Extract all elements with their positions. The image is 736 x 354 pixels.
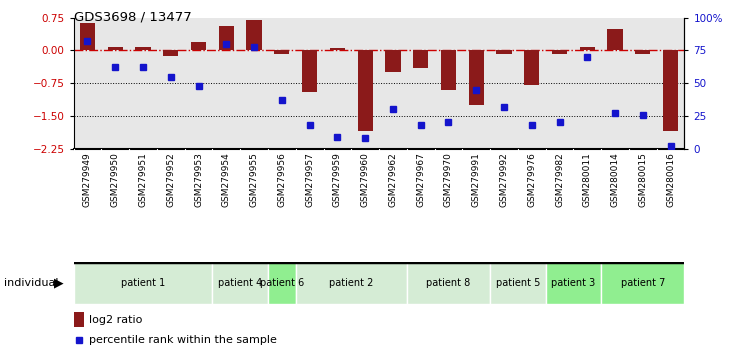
Bar [358,50,373,131]
Text: GSM279951: GSM279951 [138,152,147,207]
Text: patient 8: patient 8 [426,278,470,288]
Text: GSM279976: GSM279976 [527,152,537,207]
Bar [79,23,95,50]
Bar [74,262,213,304]
Text: GSM279970: GSM279970 [444,152,453,207]
Text: GSM279956: GSM279956 [277,152,286,207]
Text: GSM279967: GSM279967 [416,152,425,207]
Bar [434,18,462,149]
Bar [573,18,601,149]
Bar [129,18,157,149]
Bar [302,50,317,92]
Text: GDS3698 / 13477: GDS3698 / 13477 [74,11,191,24]
Text: ▶: ▶ [54,277,63,290]
Text: GSM280011: GSM280011 [583,152,592,207]
Bar [275,50,289,54]
Text: patient 7: patient 7 [620,278,665,288]
Text: GSM280016: GSM280016 [666,152,675,207]
Bar [580,47,595,50]
Bar [213,262,268,304]
Text: GSM279950: GSM279950 [110,152,120,207]
Bar [524,50,539,85]
Text: GSM279957: GSM279957 [305,152,314,207]
Bar [330,48,345,50]
Text: GSM279949: GSM279949 [83,152,92,207]
Text: GSM279982: GSM279982 [555,152,564,207]
Bar [545,18,573,149]
Text: individual: individual [4,278,58,288]
Bar [240,18,268,149]
Bar [663,50,679,131]
Text: GSM280015: GSM280015 [638,152,648,207]
Bar [441,50,456,90]
Bar [490,18,518,149]
Bar [469,50,484,105]
Bar [107,47,123,50]
Bar [518,18,545,149]
Text: patient 3: patient 3 [551,278,595,288]
Bar [163,50,178,56]
Text: log2 ratio: log2 ratio [89,315,142,325]
Bar [601,18,629,149]
Bar [407,262,490,304]
Bar [462,18,490,149]
Bar [629,18,657,149]
Text: GSM280014: GSM280014 [611,152,620,207]
Bar [74,18,102,149]
Bar [219,27,234,50]
Bar [496,50,512,54]
Bar [324,18,351,149]
Bar [268,262,296,304]
Bar [296,262,407,304]
Bar [490,262,545,304]
Text: GSM279991: GSM279991 [472,152,481,207]
Text: patient 6: patient 6 [260,278,304,288]
Bar [135,46,151,50]
Bar [379,18,407,149]
Bar [385,50,400,72]
Bar [157,18,185,149]
Text: GSM279962: GSM279962 [389,152,397,207]
Text: GSM279955: GSM279955 [250,152,258,207]
Bar [407,18,434,149]
Bar [635,50,651,54]
Text: patient 2: patient 2 [329,278,373,288]
Bar [102,18,129,149]
Bar [657,18,684,149]
Text: patient 5: patient 5 [495,278,540,288]
Bar [268,18,296,149]
Bar [74,312,85,327]
Bar [296,18,324,149]
Text: GSM279954: GSM279954 [222,152,231,207]
Bar [213,18,240,149]
Bar [607,29,623,50]
Text: GSM279952: GSM279952 [166,152,175,207]
Bar [552,50,567,54]
Text: GSM279959: GSM279959 [333,152,342,207]
Bar [601,262,684,304]
Text: patient 1: patient 1 [121,278,165,288]
Bar [247,20,262,50]
Text: GSM279960: GSM279960 [361,152,369,207]
Text: patient 4: patient 4 [218,278,262,288]
Bar [413,50,428,68]
Bar [191,42,206,50]
Bar [185,18,213,149]
Text: percentile rank within the sample: percentile rank within the sample [89,335,277,345]
Bar [545,262,601,304]
Bar [351,18,379,149]
Text: GSM279953: GSM279953 [194,152,203,207]
Text: GSM279992: GSM279992 [500,152,509,207]
